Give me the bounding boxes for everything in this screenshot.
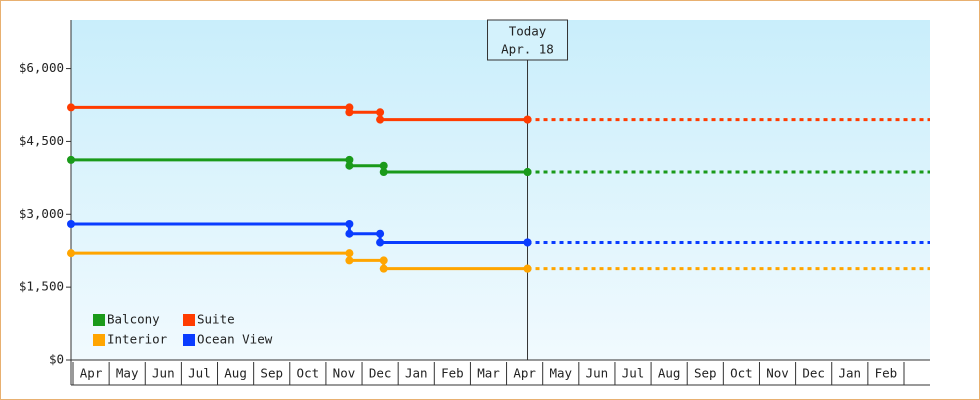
x-tick-label: Feb — [875, 366, 898, 381]
x-tick-label: Sep — [260, 366, 283, 381]
x-tick-label: Jul — [622, 366, 645, 381]
legend-swatch — [93, 314, 105, 326]
x-tick-label: Mar — [477, 366, 500, 381]
point — [345, 108, 354, 117]
x-tick-label: Sep — [694, 366, 717, 381]
y-tick-label: $3,000 — [19, 206, 64, 221]
legend-swatch — [183, 314, 195, 326]
y-tick-label: $6,000 — [19, 60, 64, 75]
x-tick-label: May — [116, 366, 139, 381]
point — [379, 264, 388, 273]
point — [67, 249, 75, 258]
point — [67, 220, 75, 228]
x-tick-label: Apr — [80, 366, 103, 381]
point — [376, 229, 385, 238]
x-tick-label: Dec — [802, 366, 825, 381]
x-tick-label: Apr — [513, 366, 536, 381]
point — [379, 168, 388, 177]
point — [379, 256, 388, 265]
x-tick-label: Jun — [586, 366, 609, 381]
y-tick-label: $4,500 — [19, 133, 64, 148]
x-tick-label: Oct — [297, 366, 320, 381]
point — [376, 115, 385, 124]
point — [376, 108, 385, 117]
legend-label: Ocean View — [197, 332, 273, 347]
point — [345, 161, 354, 170]
x-tick-label: Aug — [658, 366, 681, 381]
x-tick-label: Dec — [369, 366, 392, 381]
point — [379, 161, 388, 170]
today-box — [487, 19, 569, 61]
x-tick-label: Jul — [188, 366, 211, 381]
x-tick-label: Aug — [224, 366, 247, 381]
legend-label: Suite — [197, 312, 235, 327]
x-tick-label: Feb — [441, 366, 464, 381]
point — [345, 249, 354, 258]
series-line — [71, 222, 528, 244]
x-tick-label: Jun — [152, 366, 175, 381]
legend-label: Balcony — [107, 312, 160, 327]
legend-label: Interior — [107, 332, 168, 347]
y-tick-label: $1,500 — [19, 279, 64, 294]
y-tick-label: $0 — [49, 352, 64, 367]
x-tick-label: Jan — [839, 366, 862, 381]
legend-swatch — [93, 334, 105, 346]
series-line — [71, 105, 528, 122]
point — [376, 238, 385, 247]
x-tick-label: Oct — [730, 366, 753, 381]
x-tick-label: Nov — [766, 366, 789, 381]
x-tick-label: May — [549, 366, 572, 381]
point — [345, 256, 354, 265]
series-line — [71, 158, 528, 174]
point — [345, 229, 354, 238]
today-label: Apr. 18 — [501, 42, 554, 57]
point — [67, 103, 75, 112]
point — [345, 155, 354, 164]
x-tick-label: Nov — [333, 366, 356, 381]
today-label: Today — [509, 24, 547, 39]
series-line — [71, 251, 528, 271]
x-tick-label: Jan — [405, 366, 428, 381]
plot-area — [71, 20, 930, 360]
point — [67, 155, 75, 164]
legend-swatch — [183, 334, 195, 346]
point — [345, 220, 354, 228]
